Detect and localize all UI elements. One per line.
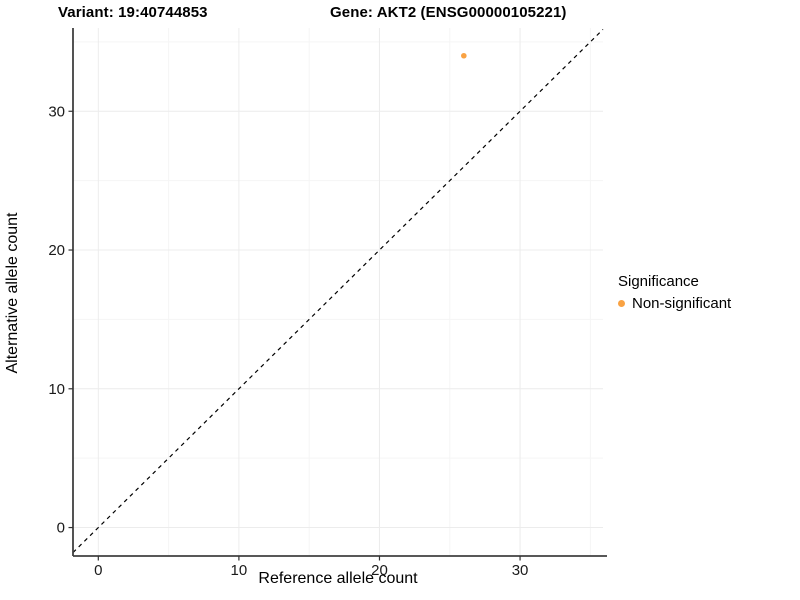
- y-tick-label: 10: [48, 381, 65, 398]
- x-axis-label: Reference allele count: [258, 570, 418, 587]
- identity-dashed-line: [72, 28, 604, 553]
- plot-title-gene: Gene: AKT2 (ENSG00000105221): [330, 4, 567, 21]
- y-tick-label: 0: [57, 520, 65, 537]
- x-tick-label: 10: [231, 562, 248, 579]
- x-tick-label: 20: [371, 562, 388, 579]
- legend-point-swatch-icon: [618, 300, 625, 307]
- legend: Significance Non-significant: [618, 272, 731, 313]
- x-tick-label: 0: [94, 562, 102, 579]
- data-point: [461, 52, 467, 59]
- legend-item-label: Non-significant: [632, 295, 732, 312]
- plot-title-variant: Variant: 19:40744853: [58, 4, 208, 21]
- y-axis-label: Alternative allele count: [4, 212, 21, 374]
- y-tick-label: 20: [48, 242, 65, 259]
- x-tick-label: 30: [512, 562, 529, 579]
- y-tick-label: 30: [48, 103, 65, 120]
- legend-title: Significance: [618, 273, 699, 290]
- legend-item: Non-significant: [618, 294, 731, 313]
